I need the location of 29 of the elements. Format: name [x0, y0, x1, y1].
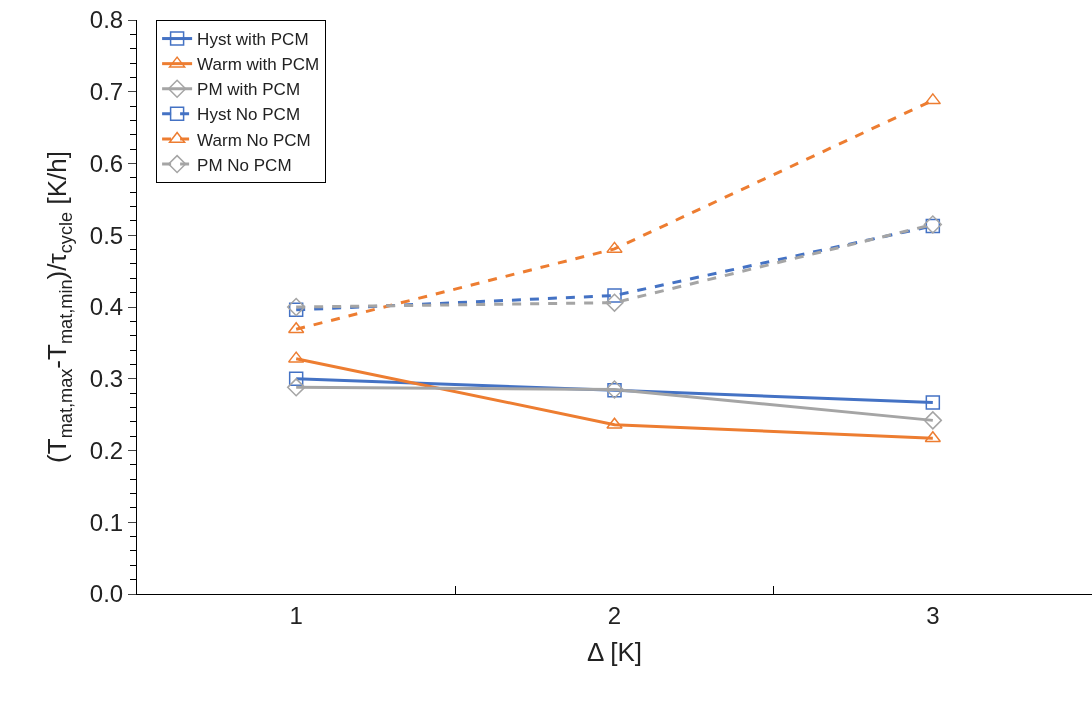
- y-tick-label: 0.4: [89, 293, 124, 321]
- point: [923, 411, 943, 430]
- x-axis-title: Δ [K]: [587, 637, 642, 668]
- point: [605, 293, 624, 312]
- y-tick-label: 0.8: [89, 6, 124, 34]
- point: [287, 321, 305, 334]
- point: [925, 395, 941, 410]
- legend-label: PM with PCM: [197, 80, 301, 100]
- legend-label: PM No PCM: [197, 155, 292, 175]
- y-tick-label: 0.2: [89, 436, 124, 464]
- legend-label: Hyst No PCM: [197, 105, 301, 125]
- legend-label: Warm with PCM: [197, 55, 320, 75]
- legend-label: Warm No PCM: [197, 130, 311, 150]
- y-tick-label: 0.7: [89, 78, 124, 106]
- x-tick-label: 3: [926, 601, 940, 629]
- point: [286, 378, 306, 397]
- y-tick-label: 0.0: [89, 580, 124, 608]
- point: [606, 417, 623, 429]
- point: [288, 302, 304, 318]
- point: [288, 371, 304, 386]
- y-tick-label: 0.5: [89, 221, 124, 249]
- y-tick-label: 0.1: [89, 508, 124, 536]
- point: [606, 241, 623, 253]
- point: [286, 297, 306, 317]
- y-tick-label: 0.6: [89, 149, 124, 177]
- x-tick-label: 1: [289, 601, 303, 629]
- x-tick-label: 2: [607, 601, 622, 629]
- legend-label: Hyst with PCM: [197, 30, 309, 50]
- y-tick-label: 0.3: [89, 365, 124, 393]
